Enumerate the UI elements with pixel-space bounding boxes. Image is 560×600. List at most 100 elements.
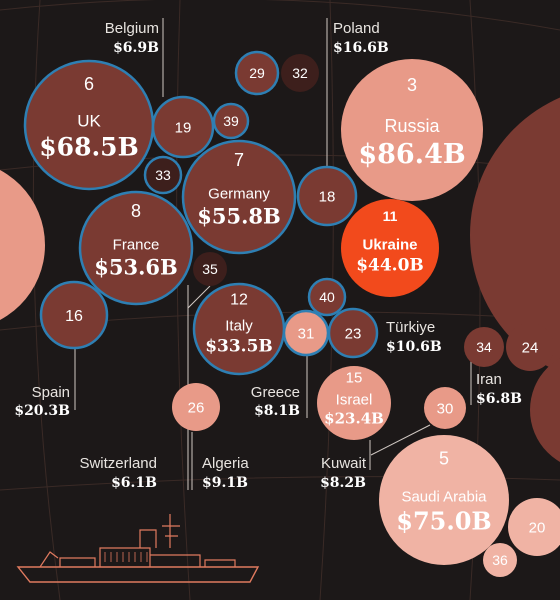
bubble-circle <box>143 155 183 195</box>
bubble-ukraine: 11 Ukraine $44.0B <box>341 199 439 297</box>
callout-poland: Poland $16.6B <box>333 20 389 56</box>
bubble-circle <box>317 366 391 440</box>
rank-label: 8 <box>131 201 141 221</box>
bubble-spain: 16 <box>39 280 109 350</box>
rank-label: 16 <box>65 308 83 325</box>
bubble-greece: 31 <box>282 309 330 357</box>
rank-label: 33 <box>155 167 171 183</box>
callout-algeria: Algeria $9.1B <box>202 455 249 491</box>
callout-value: $16.6B <box>333 40 389 56</box>
rank-label: 24 <box>522 339 539 356</box>
callout-name: Spain <box>32 384 70 401</box>
country-value: $68.5B <box>39 133 138 162</box>
bubble-france: 8 France$53.6B <box>78 190 194 306</box>
bubble-circle <box>470 97 560 373</box>
country-name: Ukraine <box>362 237 417 254</box>
bubble-circle <box>78 190 194 306</box>
bubble-rank-40: 40 <box>307 277 347 317</box>
callout-value: $20.3B <box>14 403 70 419</box>
country-value: $53.6B <box>94 255 178 280</box>
bubble-circle <box>341 59 483 201</box>
bubble-rank-24: 24 <box>506 323 554 371</box>
rank-label: 23 <box>345 325 362 342</box>
callout-name: Belgium <box>105 20 159 37</box>
bubble-germany: 7 Germany$55.8B <box>181 139 297 255</box>
callout-name: Poland <box>333 20 380 37</box>
bubble-italy: 12 Italy $33.5B <box>192 282 286 376</box>
rank-label: 12 <box>230 291 248 308</box>
callout-spain: Spain $20.3B <box>14 384 70 419</box>
rank-label: 39 <box>223 113 239 129</box>
bubble-rank-36: 36 <box>483 543 517 577</box>
rank-label: 11 <box>383 208 398 224</box>
callout-value: $6.8B <box>476 391 522 407</box>
callout-t-rkiye: Türkiye $10.6B <box>386 319 442 355</box>
callout-name: Switzerland <box>79 455 157 472</box>
rank-label: 29 <box>249 65 265 81</box>
bubble-circle <box>212 102 250 140</box>
bubble-rank-39: 39 <box>212 102 250 140</box>
bubble-poland: 18 <box>296 165 358 227</box>
bubble-circle <box>281 54 319 92</box>
rank-label: 35 <box>202 261 218 277</box>
bubble-iran: 34 <box>464 327 504 367</box>
rank-label: 34 <box>476 339 492 355</box>
rank-label: 6 <box>84 74 94 94</box>
connector-line <box>370 424 431 456</box>
callouts-layer: Belgium $6.9B Poland $16.6B Spain $20.3B Switz… <box>14 20 522 491</box>
country-name: Italy <box>225 318 253 335</box>
bubble-circle <box>39 280 109 350</box>
rank-label: 18 <box>319 188 336 205</box>
callout-name: Greece <box>251 384 300 401</box>
bubble-circle <box>0 170 45 320</box>
bubble-t-rkiye: 23 <box>327 307 379 359</box>
bubble-saudi-arabia: 5 Saudi Arabia$75.0B <box>379 435 509 565</box>
warship-icon <box>16 514 260 583</box>
rank-label: 32 <box>292 65 308 81</box>
callout-switzerland: Switzerland $6.1B <box>79 455 157 491</box>
callout-kuwait: Kuwait $8.2B <box>320 455 367 491</box>
bubble-russia: 3 Russia $86.4B <box>341 59 483 201</box>
bubbles-layer: $2 16 6 UK $68.5B 19 39 33 29 32 7 Germany$55.8B 8 Fr… <box>0 50 560 577</box>
rank-label: 26 <box>188 399 205 416</box>
bubble-circle <box>172 383 220 431</box>
bubble-circle <box>530 358 560 462</box>
bubble-circle <box>464 327 504 367</box>
country-value: $23.4B <box>324 410 384 428</box>
bubble-belgium: 19 <box>151 95 215 159</box>
bubble-rank-32: 32 <box>281 54 319 92</box>
callout-iran: Iran $6.8B <box>476 371 522 407</box>
callout-value: $6.1B <box>111 475 157 491</box>
grid-line <box>32 0 61 600</box>
callout-value: $9.1B <box>202 475 248 491</box>
bubble-circle <box>151 95 215 159</box>
bubble-rank-edge-right <box>530 358 560 462</box>
country-name: Saudi Arabia <box>401 489 487 506</box>
rank-label: 3 <box>407 75 417 95</box>
bubble-rank-2: $2 <box>470 97 560 373</box>
rank-label: 5 <box>439 448 449 468</box>
callout-value: $6.9B <box>113 40 159 56</box>
grid-line <box>0 0 560 31</box>
grid-line <box>176 0 191 600</box>
rank-label: 40 <box>319 289 335 305</box>
country-value: $33.5B <box>205 337 273 357</box>
ship-deck <box>59 547 236 567</box>
bubble-circle <box>234 50 280 96</box>
country-value: $55.8B <box>197 204 281 229</box>
rank-label: 36 <box>492 552 508 568</box>
ship-hull <box>16 566 260 583</box>
callout-name: Iran <box>476 371 502 388</box>
rank-label: 20 <box>529 519 546 536</box>
country-name: UK <box>77 112 101 131</box>
rank-label: 31 <box>298 325 315 342</box>
rank-label: 30 <box>437 400 454 417</box>
callout-greece: Greece $8.1B <box>251 384 300 419</box>
callout-value: $8.1B <box>254 403 300 419</box>
bubble-circle <box>327 307 379 359</box>
bubble-israel: 15 Israel$23.4B <box>317 366 391 440</box>
bubble-circle <box>508 498 560 556</box>
bubble-circle <box>341 199 439 297</box>
bubble-circle <box>193 252 227 286</box>
